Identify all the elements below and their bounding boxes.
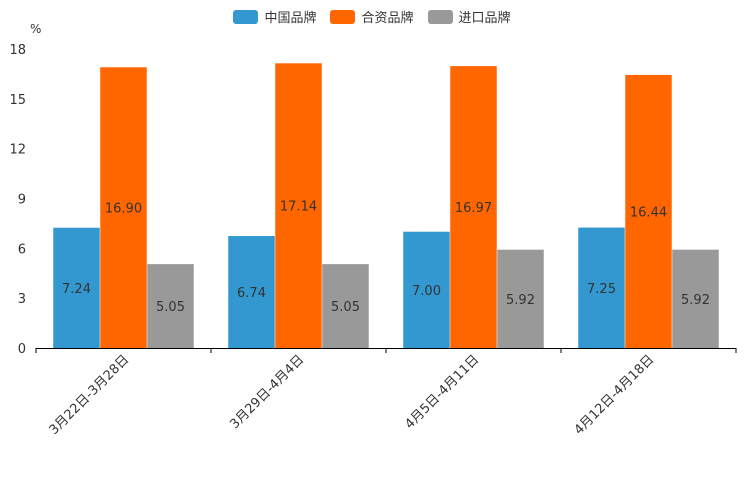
legend-label-imported-brand: 进口品牌 (458, 11, 511, 26)
bar[interactable] (497, 249, 544, 348)
bar[interactable] (147, 264, 194, 348)
data-label: 6.74 (237, 286, 266, 301)
legend-label-china-brand: 中国品牌 (264, 11, 317, 26)
bar[interactable] (403, 231, 450, 348)
data-label: 5.05 (156, 300, 185, 315)
data-label: 7.00 (412, 284, 441, 299)
bar[interactable] (275, 63, 322, 349)
data-label: 7.24 (62, 282, 91, 297)
x-tick-label: 4月12日-4月18日 (572, 352, 658, 438)
legend-swatch-china-brand (233, 9, 259, 24)
bar[interactable] (53, 227, 100, 348)
bar[interactable] (100, 67, 147, 349)
data-label: 5.05 (331, 300, 360, 315)
legend-item-joint-venture-brand[interactable]: 合资品牌 (330, 7, 414, 26)
y-tick-label: 0 (18, 342, 26, 357)
data-labels: 7.24 16.90 5.05 6.74 17.14 5.05 7.00 16.97 5.92 7… (62, 200, 710, 315)
data-label: 16.97 (455, 201, 492, 216)
bar-series (53, 63, 719, 349)
legend-swatch-imported-brand (427, 9, 453, 24)
legend-item-imported-brand[interactable]: 进口品牌 (427, 7, 511, 26)
chart-legend: 中国品牌 合资品牌 进口品牌 (0, 7, 744, 26)
data-label: 5.92 (506, 293, 535, 308)
legend-swatch-joint-venture-brand (330, 9, 356, 24)
y-tick-label: 18 (9, 43, 26, 58)
legend-label-joint-venture-brand: 合资品牌 (361, 11, 414, 26)
x-tick-label: 3月29日-4月4日 (227, 352, 307, 432)
y-tick-label: 12 (9, 143, 26, 158)
y-tick-label: 6 (18, 242, 26, 257)
bar[interactable] (322, 264, 369, 348)
data-label: 17.14 (280, 200, 317, 215)
legend-item-china-brand[interactable]: 中国品牌 (233, 7, 316, 26)
x-tick-label: 4月5日-4月11日 (402, 352, 482, 432)
bar[interactable] (450, 66, 497, 349)
y-tick-label: 3 (18, 292, 26, 307)
bar[interactable] (578, 227, 625, 348)
x-tick-label: 3月22日-3月28日 (47, 352, 133, 438)
y-axis-unit-label: % (30, 22, 41, 36)
y-tick-label: 15 (9, 93, 26, 108)
bar[interactable] (625, 74, 672, 348)
data-label: 16.90 (105, 202, 142, 217)
data-label: 5.92 (681, 293, 710, 308)
bar[interactable] (672, 249, 719, 348)
data-label: 7.25 (587, 282, 616, 297)
y-tick-label: 9 (18, 193, 26, 208)
bar[interactable] (228, 236, 275, 348)
data-label: 16.44 (630, 205, 667, 220)
